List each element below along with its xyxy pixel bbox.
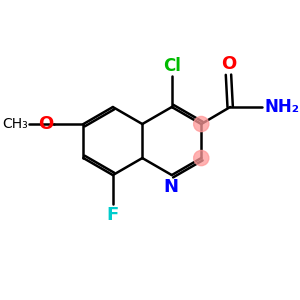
Text: NH₂: NH₂	[264, 98, 299, 116]
Text: F: F	[107, 206, 119, 224]
Text: N: N	[164, 178, 178, 196]
Text: CH₃: CH₃	[2, 117, 28, 131]
Text: O: O	[38, 115, 54, 133]
Text: O: O	[221, 55, 236, 73]
Text: Cl: Cl	[163, 57, 181, 75]
Circle shape	[194, 116, 209, 132]
Circle shape	[194, 150, 209, 166]
